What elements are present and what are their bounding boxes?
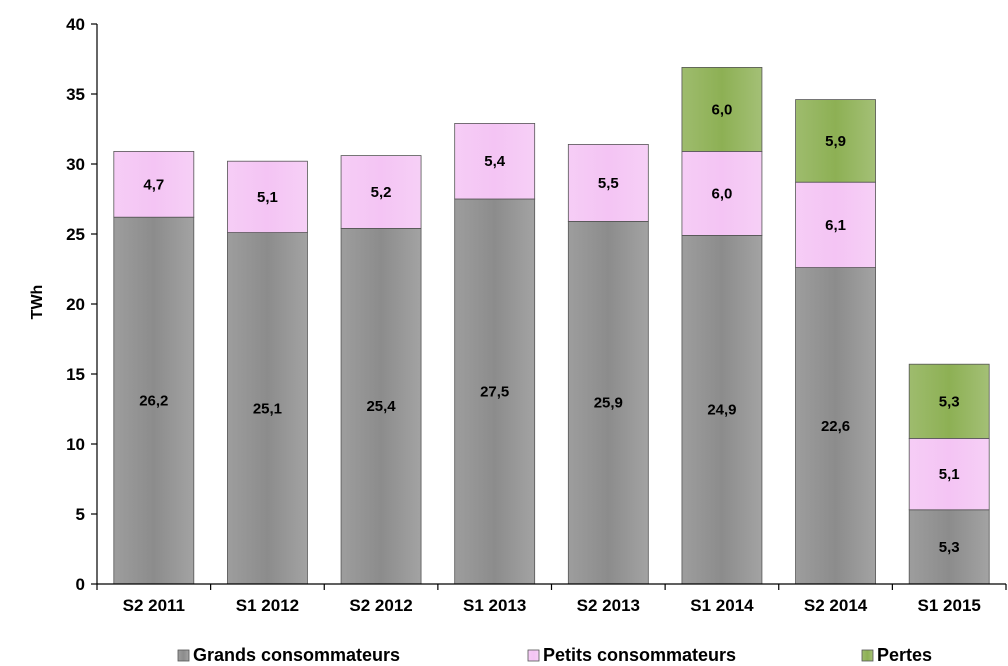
bar-segment-2-7 — [795, 181, 876, 268]
data-label-2-8: 5,1 — [939, 466, 960, 483]
bar-segment-1-1 — [113, 216, 195, 585]
x-tick-label-3: S2 2012 — [349, 596, 412, 615]
bar-segment-3-8 — [908, 363, 990, 439]
bar-segment-2-1 — [113, 150, 195, 218]
data-label-3-6: 6,0 — [712, 101, 733, 118]
legend-swatch-3 — [861, 649, 874, 662]
legend-swatch-2 — [527, 649, 540, 662]
bar-segment-2-2 — [227, 160, 308, 233]
labels-layer: 26,2 4,7 25,1 5,1 25,4 5,2 27,5 5,4 25,9 5,5 24,9 6… — [139, 101, 959, 556]
data-label-2-1: 4,7 — [143, 176, 164, 193]
data-label-1-8: 5,3 — [939, 539, 960, 556]
data-label-2-3: 5,2 — [371, 184, 392, 201]
data-label-2-4: 5,4 — [484, 153, 506, 170]
data-label-2-2: 5,1 — [257, 189, 278, 206]
data-label-1-4: 27,5 — [480, 384, 509, 401]
bar-segment-2-4 — [454, 123, 536, 200]
legend-swatch-1 — [177, 649, 190, 662]
data-label-1-6: 24,9 — [707, 402, 736, 419]
x-tick-label-6: S1 2014 — [690, 596, 754, 615]
y-tick-label-8: 40 — [66, 15, 85, 34]
bar-segment-2-3 — [340, 155, 422, 229]
y-tick-label-6: 30 — [66, 155, 85, 174]
bar-segment-1-3 — [340, 227, 422, 585]
legend-label-1: Grands consommateurs — [193, 645, 400, 665]
legend-label-3: Pertes — [877, 645, 932, 665]
y-tick-label-0: 0 — [76, 575, 85, 594]
data-label-3-7: 5,9 — [825, 133, 846, 150]
legend: Grands consommateurs Petits consommateurs… — [177, 645, 932, 665]
y-tick-label-4: 20 — [66, 295, 85, 314]
bar-segment-2-8 — [908, 437, 990, 511]
bars-layer — [113, 67, 990, 585]
x-tick-label-8: S1 2015 — [918, 596, 981, 615]
x-tick-label-5: S2 2013 — [577, 596, 640, 615]
y-axis-title: TWh — [29, 285, 46, 320]
x-tick-label-1: S2 2011 — [123, 596, 185, 615]
legend-label-2: Petits consommateurs — [543, 645, 736, 665]
data-label-2-6: 6,0 — [712, 185, 733, 202]
x-tick-label-4: S1 2013 — [463, 596, 526, 615]
bar-segment-2-6 — [681, 150, 763, 236]
bar-segment-2-5 — [567, 143, 649, 222]
x-tick-label-7: S2 2014 — [804, 596, 868, 615]
y-tick-label-7: 35 — [66, 85, 85, 104]
y-tick-label-5: 25 — [66, 225, 85, 244]
bar-segment-1-4 — [454, 198, 536, 585]
data-label-1-1: 26,2 — [139, 393, 168, 410]
bar-segment-3-7 — [795, 99, 876, 183]
data-label-1-2: 25,1 — [253, 400, 282, 417]
bar-segment-1-8 — [908, 509, 990, 585]
bar-segment-3-6 — [681, 67, 763, 152]
data-label-1-3: 25,4 — [366, 398, 396, 415]
x-tick-label-2: S1 2012 — [236, 596, 299, 615]
data-label-2-7: 6,1 — [825, 217, 846, 234]
bar-segment-1-6 — [681, 234, 763, 585]
axes-layer: 0 5 10 15 20 25 30 35 40 S2 2011 S1 2012 S2 2012 S1 … — [66, 15, 1007, 615]
data-label-1-5: 25,9 — [594, 395, 623, 412]
data-label-1-7: 22,6 — [821, 418, 850, 435]
y-tick-label-1: 5 — [76, 505, 85, 524]
y-tick-label-3: 15 — [66, 365, 85, 384]
y-tick-label-2: 10 — [66, 435, 85, 454]
data-label-3-8: 5,3 — [939, 393, 960, 410]
data-label-2-5: 5,5 — [598, 175, 619, 192]
